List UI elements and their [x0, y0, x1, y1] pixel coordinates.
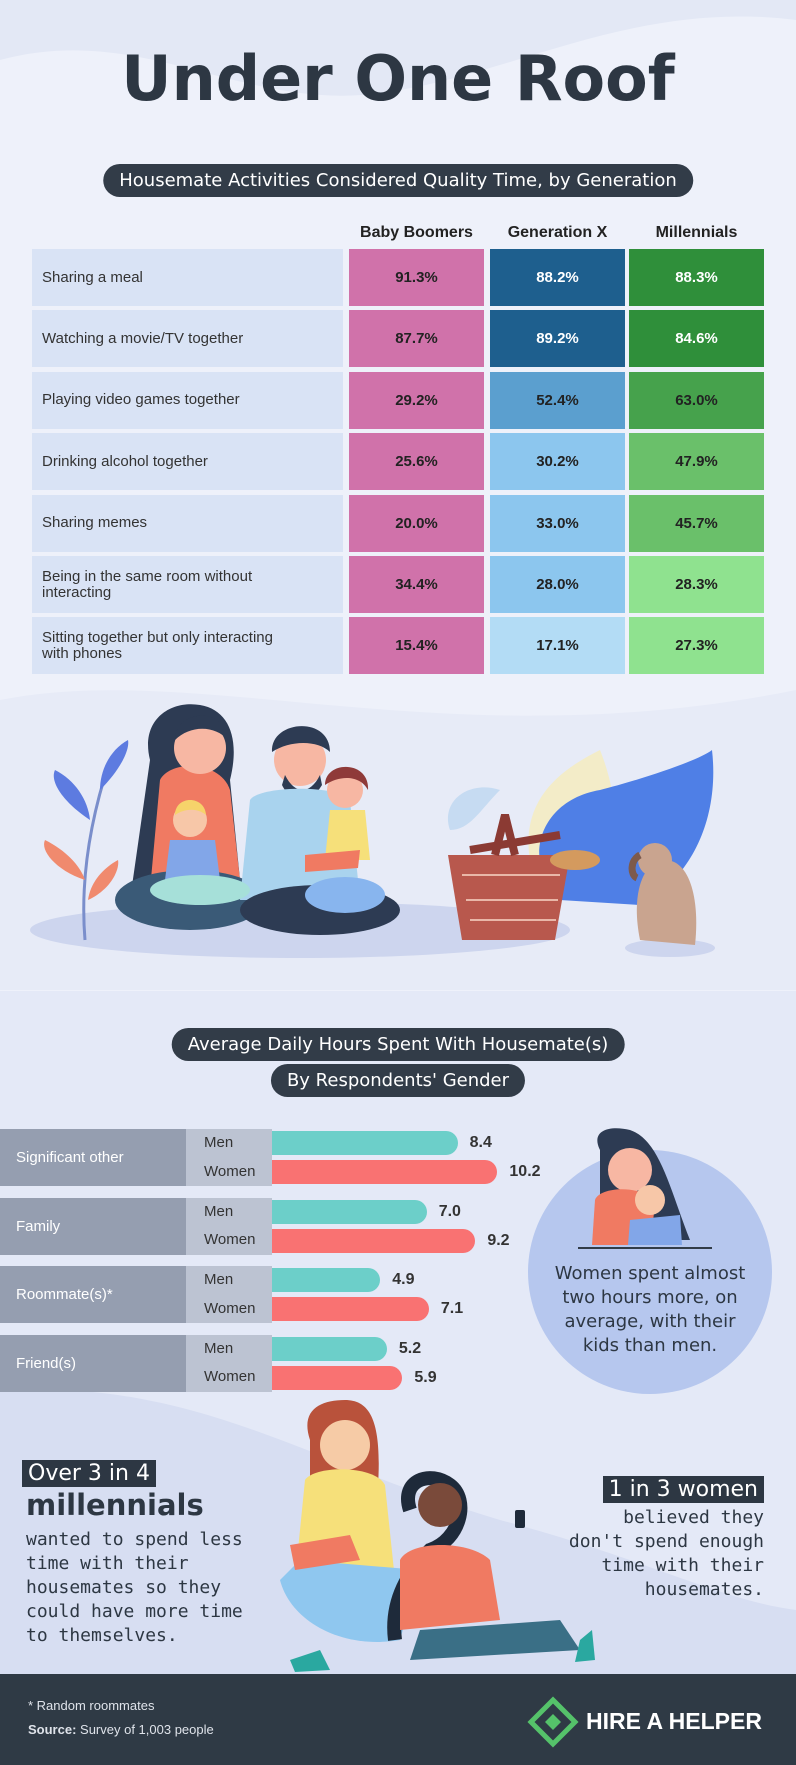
- value-label: 8.4: [469, 1134, 492, 1151]
- value-label: 10.2: [509, 1163, 541, 1180]
- value-label: 5.2: [398, 1339, 422, 1357]
- table-cell: 87.7%: [349, 310, 484, 368]
- table-cell: 63.0%: [629, 371, 764, 429]
- bar: [272, 1160, 498, 1184]
- category-label: Roommate(s)*: [0, 1266, 186, 1323]
- plant-left: [44, 740, 129, 941]
- value-label: 7.1: [440, 1300, 464, 1317]
- table-cell: 28.0%: [490, 556, 625, 613]
- series-label: Women: [186, 1226, 272, 1255]
- table-cell: 45.7%: [629, 494, 764, 552]
- chart-title: Average Daily Hours Spent With Housemate…: [171, 1028, 625, 1061]
- footer-source: Source: Survey of 1,003 people: [28, 1722, 214, 1737]
- series-label: Women: [186, 1294, 272, 1323]
- series-label: Women: [186, 1363, 272, 1392]
- bottom-people: [280, 1400, 595, 1672]
- circle-note: Women spent almost two hours more, on av…: [554, 1263, 746, 1356]
- bar: [272, 1365, 403, 1390]
- bar: [272, 1297, 429, 1321]
- right-text: believed they don't spend enough time wi…: [568, 1507, 764, 1600]
- source-label: Source:: [28, 1722, 77, 1737]
- bar: [272, 1228, 476, 1253]
- table-cell: 88.2%: [490, 249, 625, 306]
- table-cell: 33.0%: [490, 494, 625, 552]
- row-label: Sharing memes: [32, 494, 343, 552]
- series-label: Men: [186, 1197, 272, 1226]
- table-cell: 47.9%: [629, 433, 764, 491]
- row-label: Playing video games together: [32, 371, 343, 429]
- table-cell: 17.1%: [490, 617, 625, 675]
- picnic: [448, 750, 715, 957]
- left-headline: millennials: [26, 1488, 204, 1522]
- column-header: Baby Boomers: [360, 224, 473, 241]
- note-circle: [528, 1150, 772, 1394]
- left-highlight: Over 3 in 4: [22, 1460, 156, 1487]
- row-label: Sitting together but only interacting wi…: [32, 617, 343, 675]
- table-title: Housemate Activities Considered Quality …: [103, 164, 693, 197]
- row-label: Watching a movie/TV together: [32, 310, 343, 368]
- row-label: Sharing a meal: [32, 249, 343, 306]
- series-label: Men: [186, 1334, 272, 1363]
- series-label: Men: [186, 1266, 272, 1295]
- table-cell: 89.2%: [490, 310, 625, 368]
- bar: [272, 1268, 381, 1292]
- table-cell: 34.4%: [349, 556, 484, 613]
- column-header: Millennials: [655, 224, 738, 241]
- table-cell: 52.4%: [490, 371, 625, 429]
- table-cell: 91.3%: [349, 249, 484, 306]
- brand-logo: [527, 1696, 579, 1748]
- value-label: 5.9: [414, 1368, 437, 1386]
- source-text: Survey of 1,003 people: [80, 1722, 214, 1737]
- category-label: Family: [0, 1197, 186, 1255]
- page-title: Under One Roof: [121, 42, 675, 115]
- table-cell: 29.2%: [349, 371, 484, 429]
- chart-subtitle: By Respondents' Gender: [270, 1064, 526, 1097]
- table-cell: 27.3%: [629, 617, 764, 675]
- bar: [272, 1199, 427, 1224]
- left-text: wanted to spend less time with their hou…: [26, 1529, 243, 1646]
- row-label: Drinking alcohol together: [32, 433, 343, 491]
- table-cell: 25.6%: [349, 433, 484, 491]
- table-cell: 15.4%: [349, 617, 484, 675]
- table-cell: 30.2%: [490, 433, 625, 491]
- table-cell: 84.6%: [629, 310, 764, 368]
- table-cell: 88.3%: [629, 249, 764, 306]
- category-label: Significant other: [0, 1129, 186, 1186]
- series-label: Men: [186, 1129, 272, 1158]
- bar: [272, 1131, 458, 1155]
- column-header: Generation X: [507, 224, 608, 241]
- value-label: 7.0: [438, 1202, 461, 1220]
- table-cell: 28.3%: [629, 556, 764, 613]
- footer-note: * Random roommates: [28, 1698, 155, 1713]
- row-label: Being in the same room without interacti…: [32, 556, 343, 613]
- bar: [272, 1336, 387, 1361]
- mother-icon: [578, 1128, 712, 1249]
- right-highlight: 1 in 3 women: [602, 1476, 764, 1503]
- series-label: Women: [186, 1157, 272, 1186]
- category-label: Friend(s): [0, 1334, 186, 1392]
- value-label: 9.2: [487, 1231, 510, 1249]
- family: [115, 704, 400, 935]
- value-label: 4.9: [392, 1271, 415, 1288]
- brand: HIRE A HELPER: [586, 1708, 762, 1734]
- table-cell: 20.0%: [349, 494, 484, 552]
